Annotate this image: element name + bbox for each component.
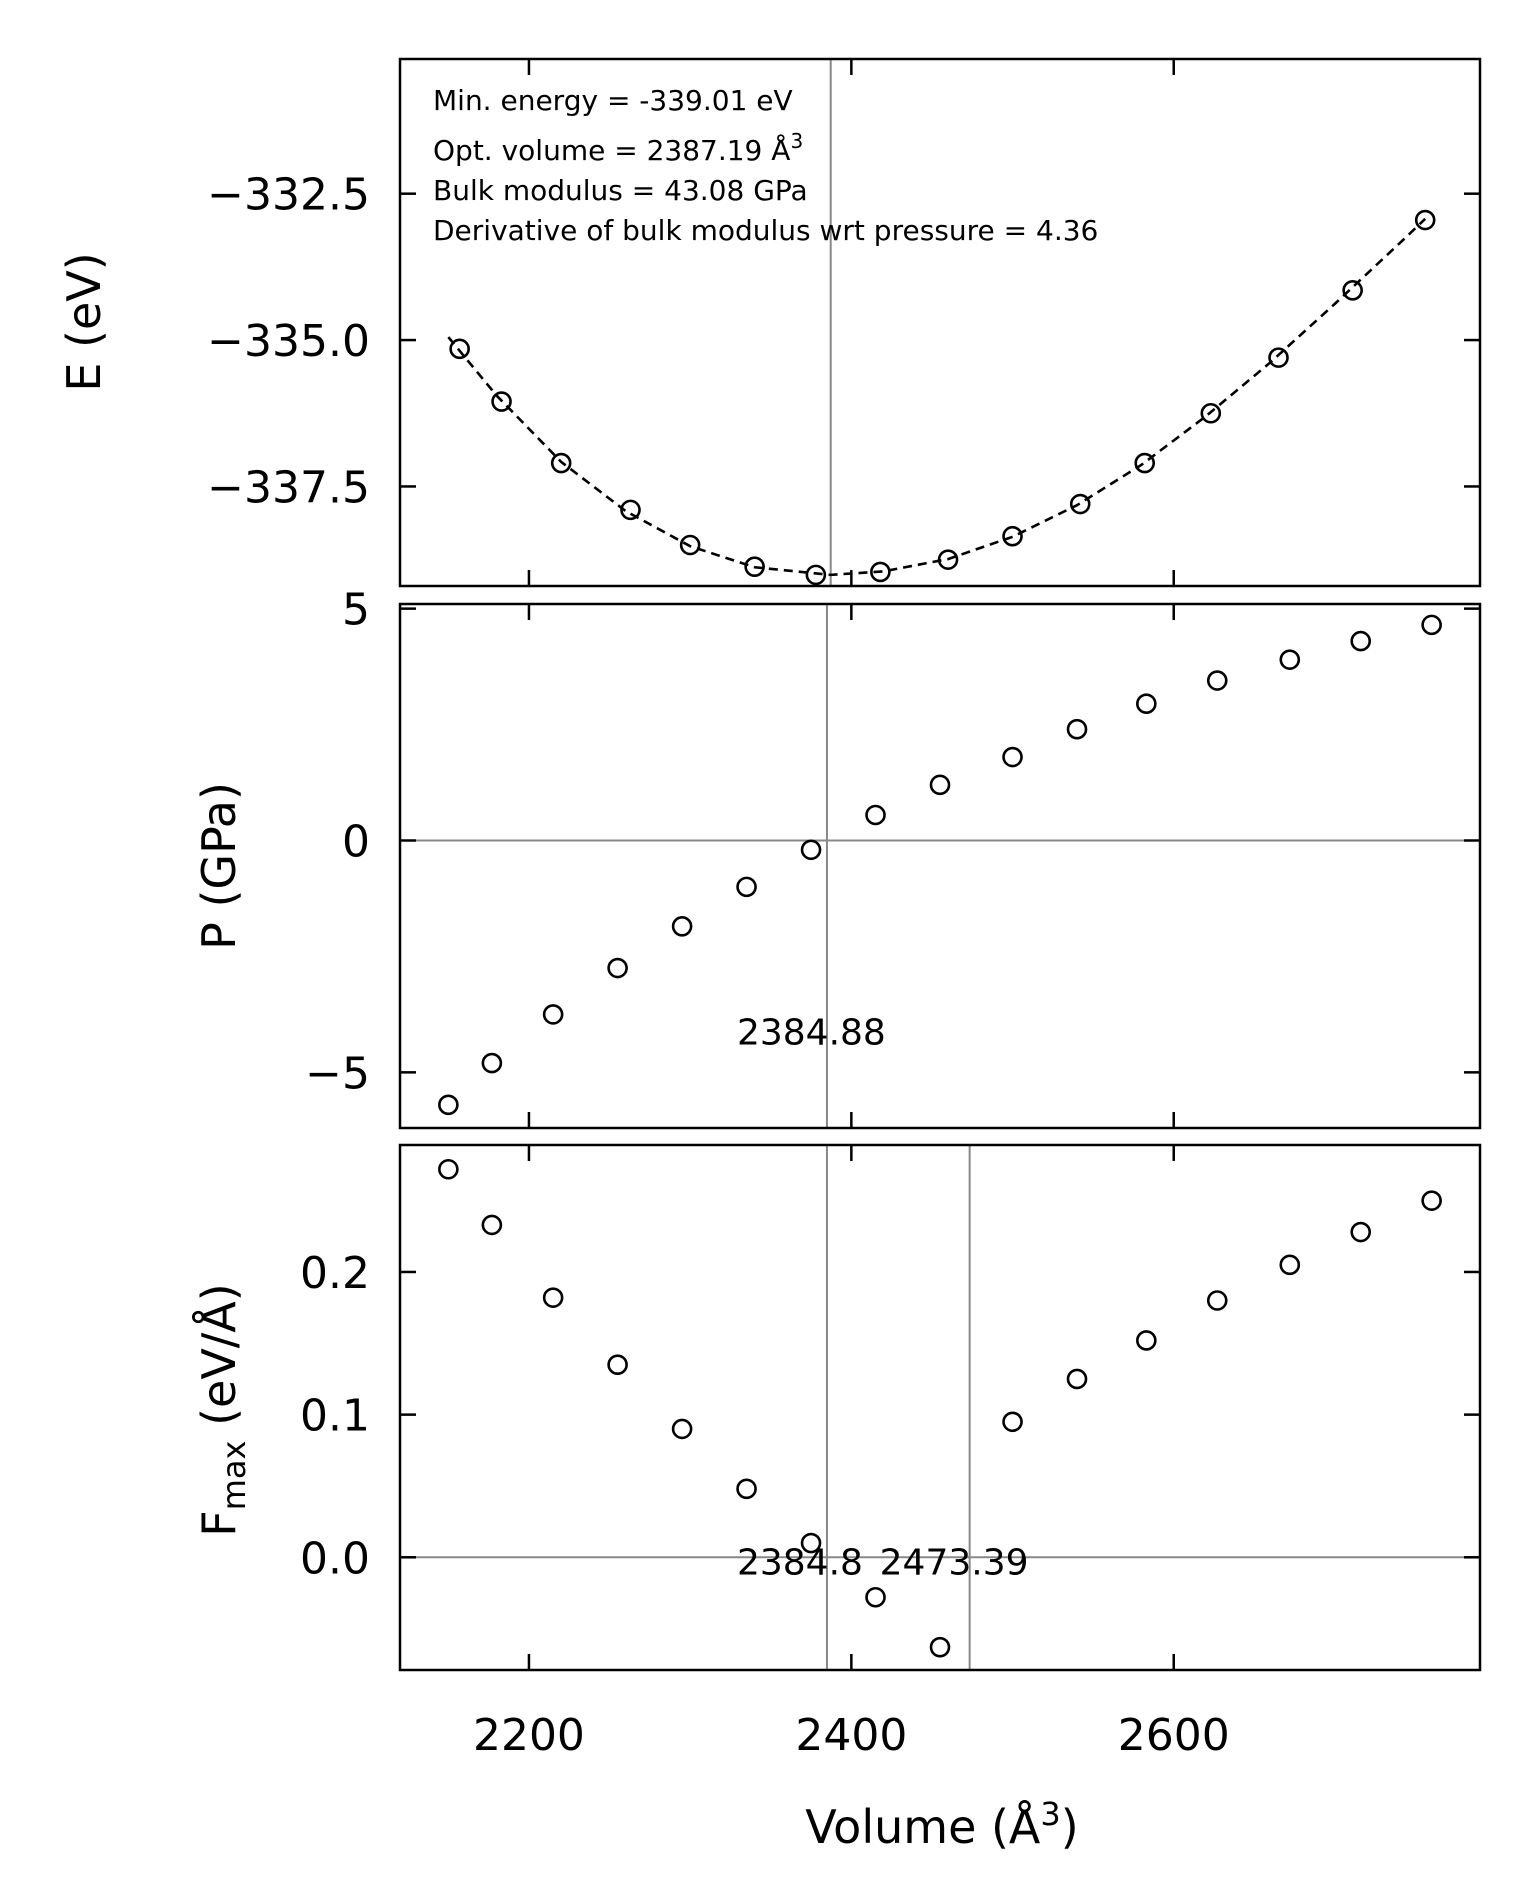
energy-data-point	[1268, 347, 1289, 368]
force-panel: 0.0 0.1 0.2 2200 2400 2600 2384.8 2473.39 Fm…	[192, 1143, 1482, 1854]
pressure-data-point	[1002, 746, 1023, 768]
energy-y-axis-title: E (eV)	[57, 252, 111, 391]
energy-data-point	[1342, 279, 1363, 301]
force-points	[438, 1158, 1442, 1658]
energy-panel: −337.5 −335.0 −332.5 Min. energy = -339.01…	[57, 57, 1482, 588]
min-energy-annotation: Min. energy = -339.01 eV	[433, 84, 793, 117]
energy-data-point	[1134, 452, 1156, 474]
energy-data-point	[744, 556, 765, 577]
energy-data-point	[620, 499, 641, 521]
pressure-data-point	[1350, 630, 1372, 652]
energy-data-point	[449, 338, 470, 360]
energy-plot-frame	[398, 57, 1482, 588]
pressure-data-point	[542, 1004, 564, 1025]
bulk-modulus-derivative-annotation: Derivative of bulk modulus wrt pressure …	[433, 214, 1098, 247]
force-data-point	[800, 1532, 822, 1554]
pressure-plot-frame	[398, 602, 1482, 1130]
pressure-data-point	[1279, 649, 1301, 670]
y-tick-label: −5	[305, 1048, 370, 1099]
pressure-data-point	[929, 774, 951, 796]
y-tick-label: 0.0	[300, 1533, 370, 1584]
force-data-point	[1002, 1411, 1023, 1433]
pressure-y-tick-labels: −5 0 5	[305, 585, 370, 1100]
pressure-data-point	[481, 1052, 503, 1074]
force-data-point	[1136, 1330, 1157, 1351]
x-axis-title: Volume (Å3)	[805, 1795, 1078, 1854]
force-data-point	[1066, 1368, 1088, 1390]
energy-data-point	[1069, 493, 1091, 515]
force-plot-frame	[398, 1143, 1482, 1672]
energy-data-point	[1200, 402, 1222, 424]
force-ticks	[400, 1145, 1480, 1670]
energy-data-point	[937, 549, 959, 570]
pressure-data-point	[1206, 670, 1228, 691]
zero-force-volume-label-1: 2384.8	[737, 1542, 863, 1583]
eos-fit-curve	[447, 217, 1427, 577]
zero-pressure-volume-label: 2384.88	[737, 1013, 886, 1054]
pressure-data-point	[1136, 693, 1157, 714]
force-data-point	[607, 1354, 628, 1376]
energy-ticks	[400, 59, 1480, 586]
force-data-point	[1206, 1290, 1228, 1311]
y-tick-label: 0.1	[300, 1391, 370, 1442]
y-tick-label: −332.5	[207, 170, 370, 221]
pressure-points	[438, 614, 1442, 1116]
pressure-data-point	[1421, 614, 1442, 636]
force-data-point	[542, 1287, 564, 1308]
opt-volume-annotation: Opt. volume = 2387.19 Å3	[433, 129, 803, 167]
pressure-data-point	[607, 957, 628, 979]
y-tick-label: 0	[342, 816, 370, 867]
force-data-point	[929, 1636, 951, 1658]
force-data-point	[736, 1478, 757, 1500]
pressure-ticks	[400, 604, 1480, 1128]
bulk-modulus-annotation: Bulk modulus = 43.08 GPa	[433, 174, 808, 207]
force-data-point	[1279, 1254, 1301, 1276]
y-tick-label: 0.2	[300, 1248, 370, 1299]
x-tick-label: 2200	[473, 1710, 585, 1761]
pressure-data-point	[1066, 718, 1088, 740]
pressure-data-point	[438, 1094, 459, 1116]
force-data-point	[438, 1158, 459, 1180]
x-tick-label: 2400	[795, 1710, 907, 1761]
y-tick-label: 5	[342, 585, 370, 636]
x-tick-labels: 2200 2400 2600	[473, 1710, 1230, 1761]
y-tick-label: −337.5	[207, 462, 370, 513]
pressure-data-point	[671, 915, 693, 937]
force-y-tick-labels: 0.0 0.1 0.2	[300, 1248, 370, 1584]
energy-data-point	[1414, 209, 1436, 231]
energy-y-tick-labels: −337.5 −335.0 −332.5	[207, 170, 370, 514]
pressure-data-point	[736, 876, 757, 898]
force-data-point	[671, 1418, 693, 1440]
force-data-point	[1421, 1190, 1442, 1211]
pressure-data-point	[865, 804, 886, 826]
energy-data-point	[679, 534, 701, 556]
x-tick-label: 2600	[1118, 1710, 1230, 1761]
pressure-panel: −5 0 5 2384.88 P (GPa)	[192, 585, 1482, 1130]
force-data-point	[865, 1586, 886, 1608]
energy-data-point	[491, 391, 512, 412]
energy-data-point	[1002, 525, 1023, 547]
y-tick-label: −335.0	[207, 316, 370, 367]
force-data-point	[481, 1214, 503, 1236]
energy-data-point	[870, 561, 891, 583]
force-y-axis-title: Fmax (eV/Å)	[192, 1283, 253, 1536]
force-data-point	[1350, 1221, 1372, 1243]
energy-data-point	[805, 564, 827, 586]
pressure-y-axis-title: P (GPa)	[192, 782, 246, 950]
energy-data-point	[550, 452, 572, 474]
zero-force-volume-label-2: 2473.39	[880, 1542, 1029, 1583]
energy-points	[449, 209, 1436, 586]
pressure-data-point	[800, 839, 822, 861]
